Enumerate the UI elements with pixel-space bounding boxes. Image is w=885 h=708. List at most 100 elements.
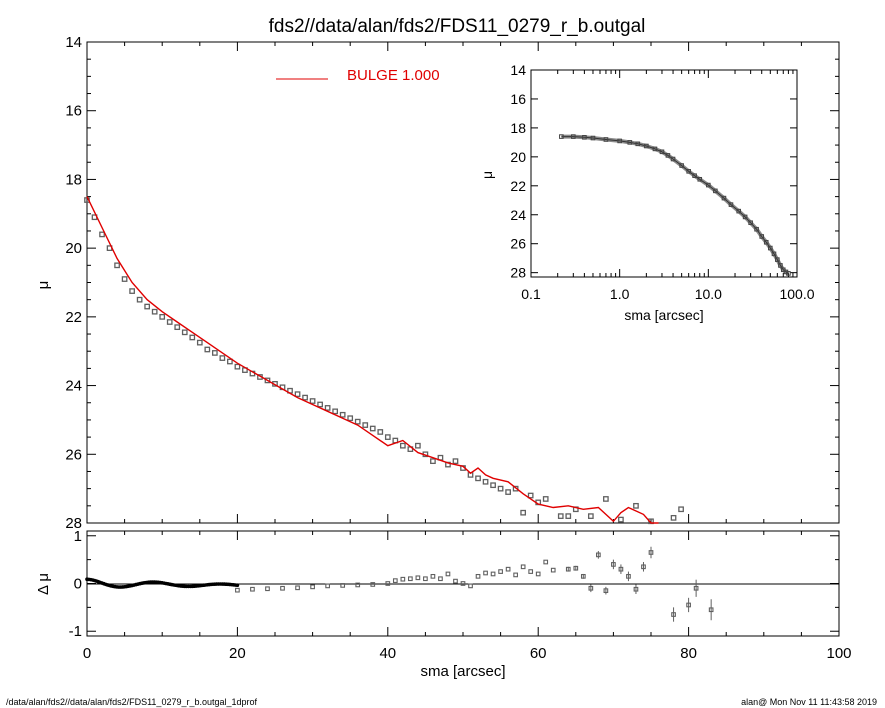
residual-data-point xyxy=(708,607,714,613)
main-data-point xyxy=(587,513,594,519)
residual-data-point xyxy=(250,586,255,592)
inset-data-point xyxy=(670,156,676,162)
main-data-point xyxy=(482,478,489,485)
residual-data-point xyxy=(468,583,473,589)
main-data-point xyxy=(309,398,316,404)
main-data-point xyxy=(520,509,527,516)
main-data-point xyxy=(557,513,564,519)
main-data-point xyxy=(144,303,151,310)
inset-ylabel: μ xyxy=(479,171,495,179)
inset-data-point xyxy=(759,234,765,239)
residual-xtick-label: 60 xyxy=(530,645,547,662)
inset-data-point xyxy=(763,239,769,245)
inset-data-point xyxy=(590,135,596,141)
residual-data-point xyxy=(295,585,300,591)
inset-ytick-label: 20 xyxy=(510,149,526,165)
inset-data-point xyxy=(686,169,691,174)
main-data-point xyxy=(196,339,203,346)
residual-data-point xyxy=(385,581,391,586)
inset-ytick-label: 18 xyxy=(510,120,526,136)
inset-data-point xyxy=(665,153,671,158)
residual-data-point xyxy=(513,572,518,578)
main-axis-ticks: 14 16 18 20 22 24 26 28 xyxy=(65,34,840,532)
main-data-point xyxy=(317,401,323,408)
residual-data-point xyxy=(392,578,398,583)
residual-data-point xyxy=(565,566,571,572)
main-data-point xyxy=(490,482,496,489)
footer-timestamp: alan@ Mon Nov 11 11:43:58 2019 xyxy=(741,697,877,707)
inset-data-point xyxy=(644,143,649,149)
residual-data-point xyxy=(265,586,270,592)
main-data-point xyxy=(204,346,211,353)
main-ytick-label: 16 xyxy=(65,103,82,120)
main-data-point xyxy=(227,358,233,365)
main-ytick-label: 24 xyxy=(65,378,82,395)
residual-xtick-label: 20 xyxy=(229,645,246,662)
inset-xtick-label: 100.0 xyxy=(779,286,814,302)
main-data-point xyxy=(159,314,166,320)
residual-data-point xyxy=(535,571,541,577)
residual-data-point xyxy=(596,552,601,558)
inset-log-panel: 14 16 18 20 22 24 26 28 0.1 1.0 10.0 100.0 μ sma [a… xyxy=(479,62,815,323)
inset-data-point xyxy=(679,163,684,168)
residual-data-point xyxy=(490,571,496,577)
inset-data-point xyxy=(659,149,665,155)
inset-data-point xyxy=(754,226,759,232)
residual-xlabel: sma [arcsec] xyxy=(420,663,505,680)
main-data-point xyxy=(415,442,421,449)
main-data-point xyxy=(324,405,331,411)
inset-profile-line xyxy=(561,136,789,274)
residual-data-point xyxy=(453,578,458,584)
inset-ytick-label: 14 xyxy=(510,62,526,78)
inset-data-point xyxy=(768,245,773,251)
residual-xtick-label: 80 xyxy=(680,645,697,662)
residual-data-point xyxy=(588,585,594,591)
main-data-point xyxy=(302,394,308,401)
main-data-point xyxy=(542,496,549,502)
main-data-point xyxy=(347,415,354,422)
residual-data-point xyxy=(550,567,556,573)
residual-dense-point xyxy=(235,583,240,588)
residual-data-point xyxy=(648,550,654,555)
inset-ytick-label: 22 xyxy=(510,178,526,194)
main-ytick-label: 18 xyxy=(65,171,82,188)
main-data-point xyxy=(174,324,181,331)
inset-data-point xyxy=(627,140,633,145)
inset-data-point xyxy=(603,137,609,142)
residual-data-point xyxy=(693,585,699,591)
main-data-point xyxy=(475,475,481,482)
main-data-point xyxy=(603,496,609,502)
main-data-point xyxy=(136,296,143,303)
residual-dense-points xyxy=(85,577,240,589)
main-data-point xyxy=(678,506,684,513)
main-data-point xyxy=(565,513,572,519)
main-data-point xyxy=(294,391,301,398)
main-data-point xyxy=(512,485,519,492)
residual-data-point xyxy=(483,570,488,576)
inset-data-point xyxy=(652,146,658,152)
main-data-point xyxy=(354,418,361,425)
residual-data-point xyxy=(618,566,624,572)
residual-data-point xyxy=(415,575,421,581)
main-profile-panel: 14 16 18 20 22 24 26 28 μ BULGE 1.000 xyxy=(35,34,840,532)
residual-data-point xyxy=(430,573,436,579)
main-ytick-label: 20 xyxy=(65,240,82,257)
residual-data-point xyxy=(400,576,406,582)
inset-data-point xyxy=(582,135,587,140)
inset-xlabel: sma [arcsec] xyxy=(624,307,703,323)
main-data-point xyxy=(99,231,105,238)
main-data-point xyxy=(377,429,384,435)
inset-data-points xyxy=(559,134,791,276)
main-data-point xyxy=(129,288,135,294)
main-data-point xyxy=(399,442,406,449)
main-data-point xyxy=(181,329,188,336)
main-data-point xyxy=(219,355,226,361)
main-data-point xyxy=(151,308,158,315)
inset-xtick-label: 0.1 xyxy=(521,286,541,302)
residual-data-point xyxy=(235,587,240,593)
residual-data-point xyxy=(580,573,586,579)
inset-data-point xyxy=(742,214,748,220)
inset-data-point xyxy=(692,173,697,178)
